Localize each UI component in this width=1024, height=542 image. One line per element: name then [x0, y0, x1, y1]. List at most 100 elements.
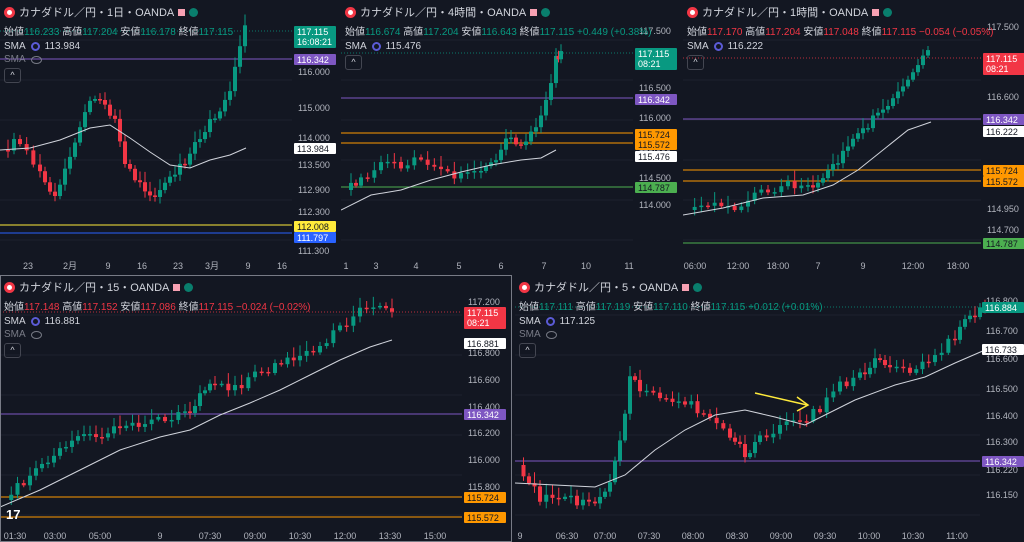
chart-panel-daily[interactable]: 117.000116.000115.000114.000113.500112.9… — [0, 0, 338, 272]
candle-body — [844, 381, 849, 387]
candle-body — [399, 161, 403, 169]
candle-body — [554, 55, 558, 84]
candle-body — [538, 486, 542, 502]
time-axis-tick-label: 11 — [624, 261, 633, 271]
candle-body — [779, 186, 784, 193]
chart-title[interactable]: カナダドル／円・1時間・OANDA — [702, 7, 869, 19]
chart-canvas-daily[interactable]: 117.000116.000115.000114.000113.500112.9… — [0, 0, 338, 272]
chart-title[interactable]: カナダドル／円・1日・OANDA — [19, 7, 175, 19]
candle-body — [311, 350, 316, 353]
price-axis-tick-label: 116.000 — [468, 455, 500, 465]
sma-indicator-row[interactable]: SMA 115.476 — [345, 41, 422, 52]
sma-line — [0, 339, 393, 508]
sma-hidden-row[interactable]: SMA — [519, 329, 823, 340]
collapse-legend-button[interactable]: ^ — [4, 68, 21, 83]
candle-body — [858, 372, 862, 378]
candle-body — [798, 420, 802, 422]
price-tag — [464, 338, 506, 349]
candle-body — [83, 112, 87, 128]
candle-body — [73, 142, 77, 157]
sma-indicator-row[interactable]: SMA 116.222 — [687, 41, 764, 52]
candle-body — [188, 153, 192, 165]
candle-body — [324, 343, 329, 347]
flag-icon — [178, 8, 186, 16]
chart-canvas-5m[interactable]: 116.800 116.700 116.600 116.500 116.400 116.3… — [515, 275, 1024, 542]
eye-hidden-icon[interactable] — [30, 330, 42, 339]
candle-body — [753, 441, 757, 454]
ohlc-values: 始値117.148 高値117.152 安値117.086 終値117.115 … — [4, 302, 311, 313]
market-status-icon — [184, 282, 194, 292]
collapse-legend-button[interactable]: ^ — [519, 343, 536, 358]
candle-body — [82, 434, 86, 437]
chart-legend: カナダドル／円・15・OANDA 始値117.148 高値117.152 安値1… — [4, 279, 311, 358]
time-axis-tick-label: 6 — [498, 261, 503, 271]
price-axis-tick-label: 114.000 — [298, 133, 330, 143]
candle-body — [786, 181, 790, 187]
candle-body — [118, 118, 122, 142]
time-axis-tick-label: 05:00 — [89, 531, 112, 541]
chart-canvas-4h[interactable]: 117.500116.500116.000115.000114.500114.0… — [341, 0, 680, 272]
ohlc-values: 始値116.233 高値117.204 安値116.178 終値117.115 — [4, 27, 234, 38]
price-axis-tick-label: 116.500 — [639, 83, 671, 93]
candle-body — [178, 163, 182, 175]
price-tag — [635, 151, 677, 162]
tradingview-logo-icon[interactable]: 17 — [6, 507, 21, 522]
chart-title[interactable]: カナダドル／円・15・OANDA — [19, 282, 170, 294]
candle-body — [156, 416, 161, 420]
sma-indicator-row[interactable]: SMA 113.984 — [4, 41, 81, 52]
collapse-legend-button[interactable]: ^ — [687, 55, 704, 70]
price-tag — [983, 126, 1024, 137]
chart-title[interactable]: カナダドル／円・5・OANDA — [534, 282, 679, 294]
candle-body — [439, 166, 443, 170]
sma-hidden-row[interactable]: SMA — [4, 329, 311, 340]
candle-body — [163, 416, 167, 422]
candle-body — [100, 437, 104, 439]
candle-body — [792, 181, 797, 189]
candle-body — [48, 182, 52, 192]
time-axis-tick-label: 10 — [581, 261, 591, 271]
symbol-logo-icon — [4, 6, 15, 18]
candle-body — [143, 182, 147, 192]
chart-panel-15m[interactable]: 117.200 116.800 116.600 116.400 116.200 116.0… — [0, 275, 512, 542]
collapse-legend-button[interactable]: ^ — [345, 55, 362, 70]
candle-body — [695, 401, 700, 414]
candle-body — [78, 127, 82, 143]
chart-panel-5m[interactable]: 116.800 116.700 116.600 116.500 116.400 116.3… — [515, 275, 1024, 542]
collapse-legend-button[interactable]: ^ — [4, 343, 21, 358]
time-axis-tick-label: 08:00 — [682, 531, 705, 541]
candle-body — [106, 433, 110, 438]
candle-body — [721, 423, 726, 429]
sma-indicator-row[interactable]: SMA 116.881 — [4, 316, 81, 327]
price-tag-value: 115.724 — [638, 130, 670, 140]
candle-body — [173, 174, 177, 177]
price-tag-value: 116.733 — [985, 345, 1017, 355]
candle-body — [826, 170, 830, 179]
candle-body — [504, 138, 508, 150]
candle-body — [203, 390, 207, 394]
eye-hidden-icon[interactable] — [30, 55, 42, 64]
chart-canvas-1h[interactable]: 117.500116.600115.450114.950114.70006:00… — [683, 0, 1024, 272]
sma-hidden-row[interactable]: SMA — [4, 54, 233, 65]
candle-body — [58, 184, 62, 197]
price-tag-value: 116.342 — [467, 410, 499, 420]
candle-body — [148, 191, 152, 196]
eye-hidden-icon[interactable] — [545, 330, 557, 339]
chart-title[interactable]: カナダドル／円・4時間・OANDA — [360, 7, 527, 19]
sma-indicator-row[interactable]: SMA 117.125 — [519, 316, 596, 327]
candle-body — [608, 482, 612, 492]
candle-body — [112, 426, 116, 434]
sma-line — [683, 121, 932, 216]
candle-body — [349, 182, 353, 190]
candle-body — [372, 170, 377, 178]
price-tag-value: 117.115 — [638, 49, 669, 59]
candle-body — [390, 308, 394, 312]
chart-panel-1h[interactable]: 117.500116.600115.450114.950114.70006:00… — [683, 0, 1024, 272]
chart-canvas-15m[interactable]: 117.200 116.800 116.600 116.400 116.200 116.0… — [0, 275, 512, 542]
price-tag — [983, 176, 1024, 187]
candle-body — [926, 361, 931, 364]
candle-body — [851, 377, 856, 387]
chart-panel-4h[interactable]: 117.500116.500116.000115.000114.500114.0… — [341, 0, 680, 272]
price-tag-value: 115.724 — [467, 493, 499, 503]
candle-body — [419, 157, 423, 160]
time-axis-tick-label: 9 — [157, 531, 162, 541]
